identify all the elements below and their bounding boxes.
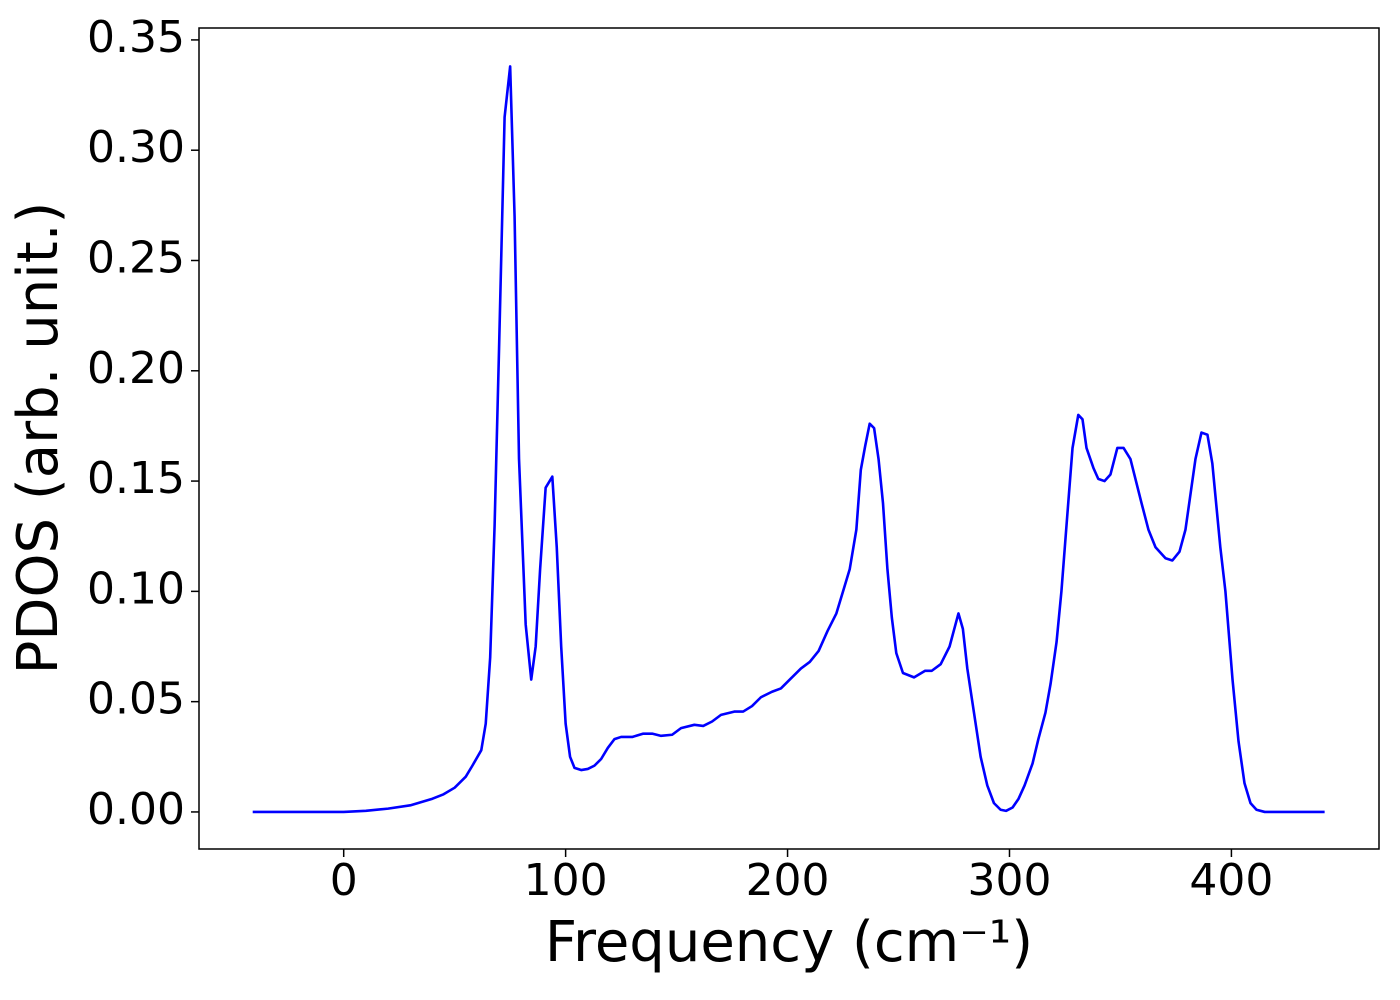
y-tick-label: 0.05	[87, 674, 185, 725]
y-axis-label: PDOS (arb. unit.)	[6, 202, 71, 675]
data-line	[252, 65, 1325, 814]
y-tick-label: 0.35	[87, 12, 185, 63]
y-tick-label: 0.30	[87, 122, 185, 173]
y-tick-label: 0.15	[87, 453, 185, 504]
plot-frame	[198, 27, 1380, 850]
x-tick-label: 400	[1189, 855, 1273, 906]
x-tick-label: 300	[967, 855, 1051, 906]
x-tick-label: 200	[746, 855, 830, 906]
x-axis-label: Frequency (cm⁻¹)	[545, 910, 1033, 975]
y-tick-label: 0.25	[87, 232, 185, 283]
y-tick-label: 0.00	[87, 784, 185, 835]
x-tick-label: 0	[330, 855, 358, 906]
y-tick-label: 0.20	[87, 343, 185, 394]
x-tick-label: 100	[524, 855, 608, 906]
y-tick-label: 0.10	[87, 563, 185, 614]
